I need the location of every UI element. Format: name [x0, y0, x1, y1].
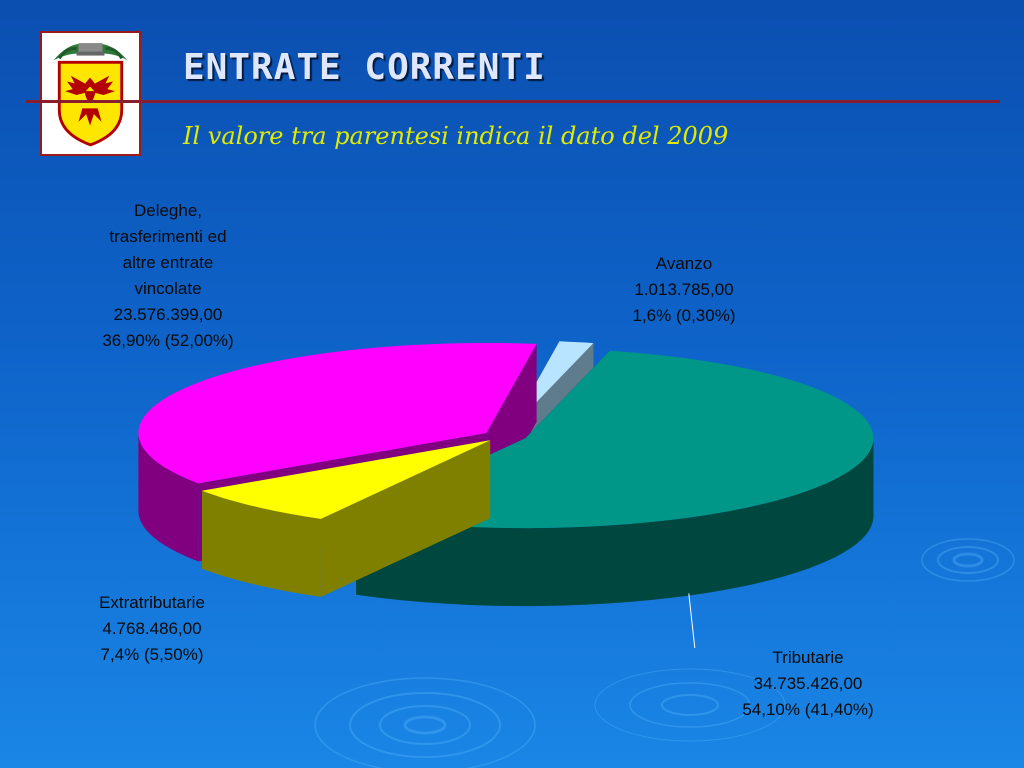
pie-slice-side-deleghe [138, 433, 199, 562]
leader-line-tributarie [688, 593, 696, 649]
pie-slice-top-deleghe [138, 343, 537, 484]
pie-slice-top-extratributarie [202, 440, 491, 519]
page-title: ENTRATE CORRENTI [183, 47, 546, 88]
page-subtitle: Il valore tra parentesi indica il dato d… [183, 122, 729, 150]
coat-of-arms-logo [40, 31, 141, 156]
slice-label-extratributarie: Extratributarie 4.768.486,00 7,4% (5,50%… [70, 590, 234, 668]
slice-percent: 36,90% (52,00%) [102, 331, 234, 350]
slice-name: Avanzo [655, 254, 713, 273]
slice-value: 34.735.426,00 [753, 674, 863, 693]
slice-name: Extratributarie [99, 593, 205, 612]
title-divider [26, 100, 1000, 103]
slice-name-line: altre entrate [122, 253, 214, 272]
slice-label-tributarie: Tributarie 34.735.426,00 54,10% (41,40%) [718, 645, 898, 723]
pie-slice-extratributarie [202, 440, 491, 597]
slice-percent: 7,4% (5,50%) [100, 645, 204, 664]
slice-name-line: vincolate [134, 279, 202, 298]
slice-name-line: Deleghe, [133, 201, 203, 220]
pie-slice-side-extratributarie [202, 490, 321, 597]
slice-name: Tributarie [772, 648, 844, 667]
slice-label-deleghe: Deleghe, trasferimenti ed altre entrate … [80, 198, 256, 354]
slice-percent: 1,6% (0,30%) [632, 306, 736, 325]
coat-of-arms-eagle-icon [53, 43, 128, 147]
slice-name-line: trasferimenti ed [109, 227, 227, 246]
slice-percent: 54,10% (41,40%) [742, 700, 874, 719]
slice-value: 4.768.486,00 [102, 619, 202, 638]
slice-value: 1.013.785,00 [634, 280, 734, 299]
pie-slice-side-tributarie [356, 438, 874, 607]
slice-label-avanzo: Avanzo 1.013.785,00 1,6% (0,30%) [604, 251, 764, 329]
slice-value: 23.576.399,00 [113, 305, 223, 324]
